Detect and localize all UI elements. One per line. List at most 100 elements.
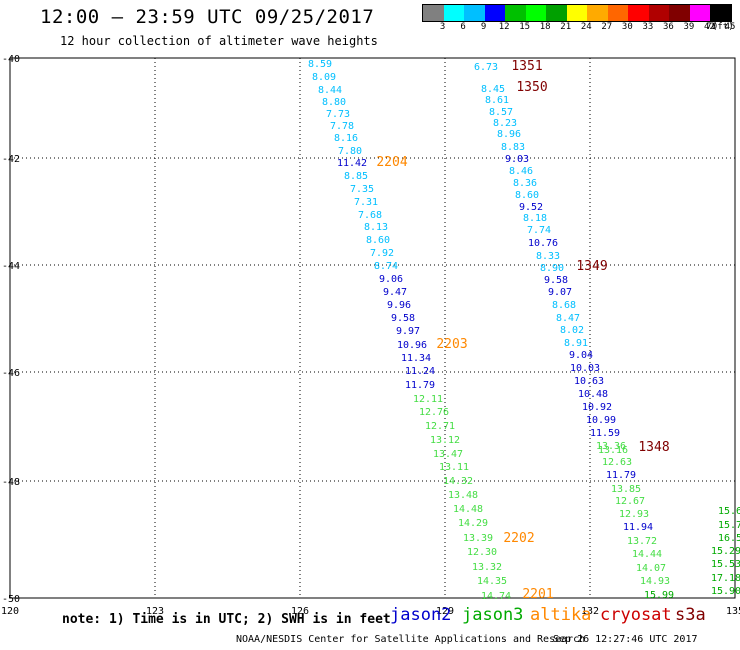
wave-height-label: 8.68	[552, 300, 576, 311]
color-swatch	[689, 5, 711, 21]
color-scale-label: 30	[621, 22, 633, 32]
color-swatch	[628, 5, 649, 21]
wave-height-label: 8.80	[322, 97, 346, 108]
pass-time-label: 2202	[503, 531, 534, 546]
wave-height-label: 8.83	[501, 142, 525, 153]
wave-height-label: 9.06	[379, 274, 403, 285]
color-swatch	[648, 5, 670, 21]
wave-height-label: 13.32	[472, 562, 502, 573]
wave-height-label: 13.11	[439, 462, 469, 473]
wave-height-label: 13.39	[463, 533, 493, 544]
wave-height-label: 8.91	[564, 338, 588, 349]
pass-time-label: 1350	[516, 80, 547, 95]
wave-height-label: 9.58	[391, 313, 415, 324]
wave-height-label: 8.36	[513, 178, 537, 189]
wave-height-label: 7.74	[527, 225, 551, 236]
color-swatch	[443, 5, 465, 21]
wave-height-label: 17.18	[711, 573, 740, 584]
wave-height-label: 13.72	[627, 536, 657, 547]
latitude-label: -48	[2, 477, 20, 488]
wave-height-label: 14.93	[640, 576, 670, 587]
wave-height-label: 8.23	[493, 118, 517, 129]
wave-height-label: 13.48	[448, 490, 478, 501]
color-scale-bar	[422, 4, 732, 22]
wave-height-label: 15.53	[711, 559, 740, 570]
color-swatch	[464, 5, 485, 21]
legend-jason2: jason2	[390, 605, 452, 625]
wave-height-label: 8.47	[556, 313, 580, 324]
wave-height-label: 14.74	[481, 591, 511, 602]
latitude-label: -46	[2, 368, 20, 379]
wave-height-label: 13.36	[596, 441, 626, 452]
wave-height-label: 11.34	[401, 353, 431, 364]
wave-height-label: 8.33	[536, 251, 560, 262]
wave-height-label: 15.99	[644, 590, 674, 601]
wave-height-label: 8.61	[485, 95, 509, 106]
color-scale-label: 33	[642, 22, 654, 32]
legend-jason3: jason3	[462, 605, 524, 625]
color-scale-label: 39	[683, 22, 695, 32]
wave-height-label: 10.96	[397, 340, 427, 351]
wave-height-label: 8.44	[318, 85, 342, 96]
credit-line: NOAA/NESDIS Center for Satellite Applica…	[236, 634, 586, 645]
legend-cryosat: cryosat	[600, 605, 672, 625]
color-scale-label: 6	[460, 22, 466, 32]
wave-height-label: 12.11	[413, 394, 443, 405]
wave-height-label: 14.29	[458, 518, 488, 529]
wave-height-label: 9.47	[383, 287, 407, 298]
wave-height-label: 11.79	[405, 380, 435, 391]
wave-height-label: 15.90	[711, 586, 740, 597]
color-scale-label: 15	[519, 22, 531, 32]
wave-height-label: 9.04	[569, 350, 593, 361]
longitude-label: 135	[726, 606, 740, 617]
wave-height-label: 9.52	[519, 202, 543, 213]
color-scale-unit: (ft)	[712, 22, 734, 32]
wave-height-label: 8.60	[366, 235, 390, 246]
color-swatch	[484, 5, 506, 21]
color-scale-label: 21	[560, 22, 572, 32]
color-scale-label: 12	[498, 22, 510, 32]
wave-height-label: 10.76	[528, 238, 558, 249]
wave-height-label: 10.99	[586, 415, 616, 426]
wave-height-label: 12.93	[619, 509, 649, 520]
wave-height-label: 15.7	[718, 520, 740, 531]
longitude-label: 132	[581, 606, 599, 617]
legend-s3a: s3a	[675, 605, 706, 625]
wave-height-label: 8.96	[497, 129, 521, 140]
pass-time-label: 1348	[638, 440, 669, 455]
color-swatch	[607, 5, 629, 21]
color-swatch	[546, 5, 567, 21]
wave-height-label: 16.5	[718, 533, 740, 544]
wave-height-label: 14.07	[636, 563, 666, 574]
color-swatch	[669, 5, 690, 21]
wave-height-label: 7.31	[354, 197, 378, 208]
color-swatch	[587, 5, 608, 21]
chart-subtitle: 12 hour collection of altimeter wave hei…	[60, 34, 378, 48]
wave-height-label: 9.03	[505, 154, 529, 165]
wave-height-label: 8.74	[374, 261, 398, 272]
pass-time-label: 2204	[376, 155, 407, 170]
wave-height-label: 8.85	[344, 171, 368, 182]
wave-height-label: 13.12	[430, 435, 460, 446]
latitude-label: -40	[2, 54, 20, 65]
color-scale-labels: 3 6 9 12 15 18 21 24 27 30 33 36 39 42 45 70	[422, 22, 736, 34]
wave-height-label: 14.48	[453, 504, 483, 515]
wave-height-label: 9.58	[544, 275, 568, 286]
wave-height-label: 12.71	[425, 421, 455, 432]
wave-height-label: 7.73	[326, 109, 350, 120]
footnote: note: 1) Time is in UTC; 2) SWH is in fe…	[62, 612, 391, 627]
longitude-label: 123	[146, 606, 164, 617]
wave-height-label: 11.59	[590, 428, 620, 439]
pass-time-label: 2201	[522, 587, 553, 602]
wave-height-label: 7.68	[358, 210, 382, 221]
wave-height-label: 8.60	[515, 190, 539, 201]
latitude-label: -44	[2, 261, 20, 272]
wave-height-label: 15.29	[711, 546, 740, 557]
color-scale-label: 42	[704, 22, 715, 32]
wave-height-label: 8.13	[364, 222, 388, 233]
map-frame	[9, 57, 736, 599]
wave-height-label: 13.47	[433, 449, 463, 460]
color-scale-label: 18	[539, 22, 551, 32]
wave-height-label: 15.6	[718, 506, 740, 517]
wave-height-label: 9.07	[548, 287, 572, 298]
